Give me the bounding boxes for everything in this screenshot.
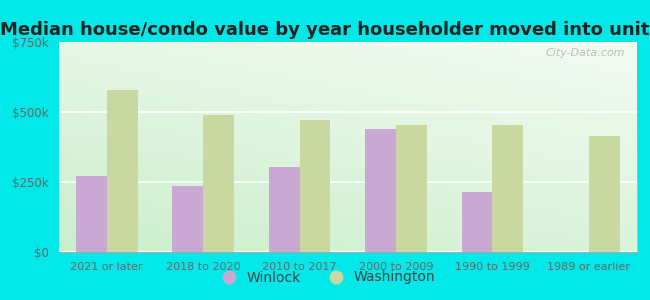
Text: City-Data.com: City-Data.com [546, 48, 625, 58]
Bar [493, 124, 523, 252]
Bar [107, 90, 138, 252]
Bar [76, 176, 107, 252]
Bar [589, 136, 619, 252]
Legend: Winlock, Washington: Winlock, Washington [209, 265, 441, 290]
Bar [462, 192, 493, 252]
Bar [268, 167, 300, 252]
Text: Median house/condo value by year householder moved into unit: Median house/condo value by year househo… [0, 21, 650, 39]
Bar [300, 120, 330, 252]
Bar [203, 115, 234, 252]
Bar [396, 124, 427, 252]
Bar [365, 129, 396, 252]
Bar [172, 186, 203, 252]
